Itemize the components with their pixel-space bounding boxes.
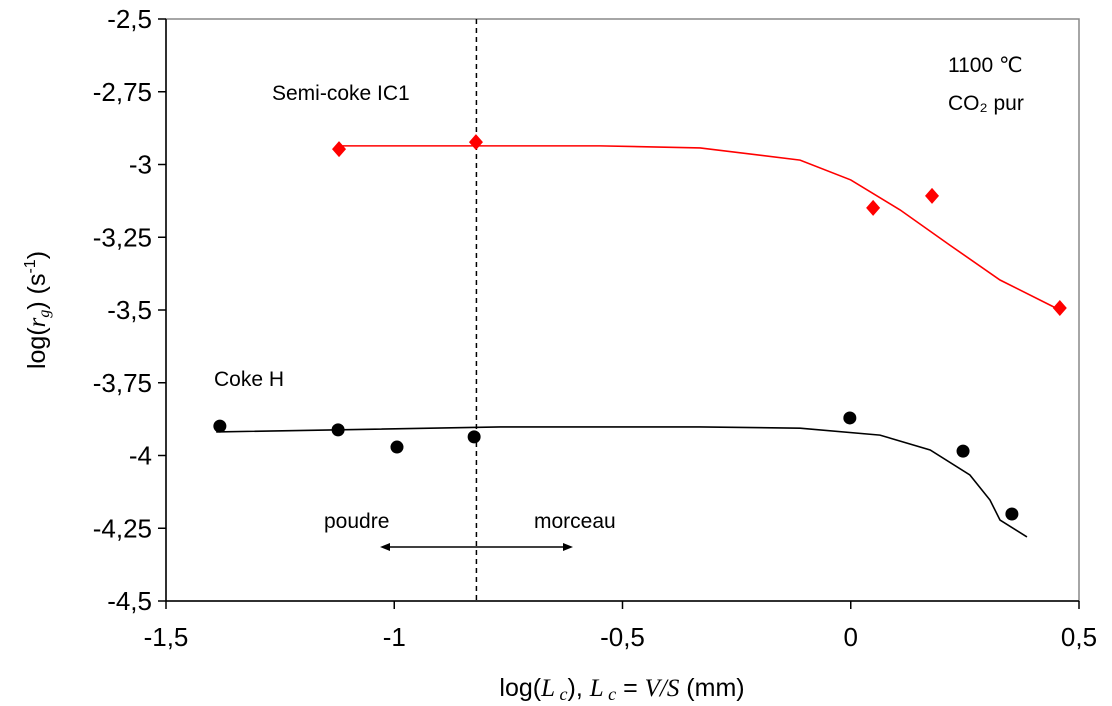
y-tick-label: -3,25 — [93, 222, 152, 252]
y-tick-label: -2,5 — [107, 4, 152, 34]
x-tick-label: -1,5 — [144, 622, 189, 652]
y-label-part: g — [36, 310, 53, 318]
x-label-part: L — [540, 675, 555, 702]
point — [866, 199, 881, 216]
point — [332, 141, 347, 158]
point — [1005, 507, 1019, 521]
y-label-part: ) — [23, 251, 51, 259]
annotation: CO₂ pur — [948, 92, 1024, 115]
point — [843, 411, 857, 425]
y-tick-label: -3,75 — [93, 368, 152, 398]
y-label-part: -1 — [22, 259, 39, 273]
y-tick-label: -4 — [129, 441, 152, 471]
point — [468, 134, 483, 151]
y-label-part: log( — [23, 327, 51, 369]
point — [390, 440, 404, 454]
y-tick-label: -4,25 — [93, 513, 152, 543]
annotation: poudre — [324, 510, 389, 533]
series-label: Semi-coke IC1 — [272, 82, 410, 105]
y-tick-label: -2,75 — [93, 77, 152, 107]
point — [331, 423, 345, 437]
x-label-part: log( — [499, 674, 541, 702]
x-label-part: (mm) — [679, 674, 744, 702]
y-axis-label: log(rg) (s-1) — [22, 251, 53, 369]
x-label-part: c — [604, 684, 617, 704]
plot-frame — [165, 18, 1080, 602]
y-label-part: ) (s — [23, 274, 51, 310]
x-label-part: ), — [568, 674, 590, 702]
y-label-part: r — [24, 317, 51, 327]
x-label-part: c — [555, 684, 568, 704]
annotation: 1100 ℃ — [948, 54, 1023, 77]
x-tick-label: -0,5 — [600, 622, 645, 652]
point — [925, 187, 940, 204]
x-tick-label: 0,5 — [1061, 622, 1097, 652]
fit-curve — [339, 145, 1061, 311]
x-axis-label: log(L c), L c = V/S (mm) — [499, 674, 744, 704]
point — [1052, 299, 1067, 316]
x-label-part: L — [589, 675, 604, 702]
point — [213, 419, 227, 433]
arrow — [380, 543, 573, 551]
annotation: morceau — [534, 510, 616, 533]
x-tick-label: -1 — [383, 622, 406, 652]
series-label: Coke H — [214, 368, 284, 391]
point — [956, 444, 970, 458]
y-tick-label: -4,5 — [107, 586, 152, 616]
fit-curve — [216, 426, 1028, 538]
x-label-part: V/S — [645, 675, 680, 702]
x-tick-label: 0 — [844, 622, 858, 652]
y-tick-label: -3,5 — [107, 295, 152, 325]
point — [467, 430, 481, 444]
y-tick-label: -3 — [129, 150, 152, 180]
x-label-part: = — [616, 674, 645, 702]
